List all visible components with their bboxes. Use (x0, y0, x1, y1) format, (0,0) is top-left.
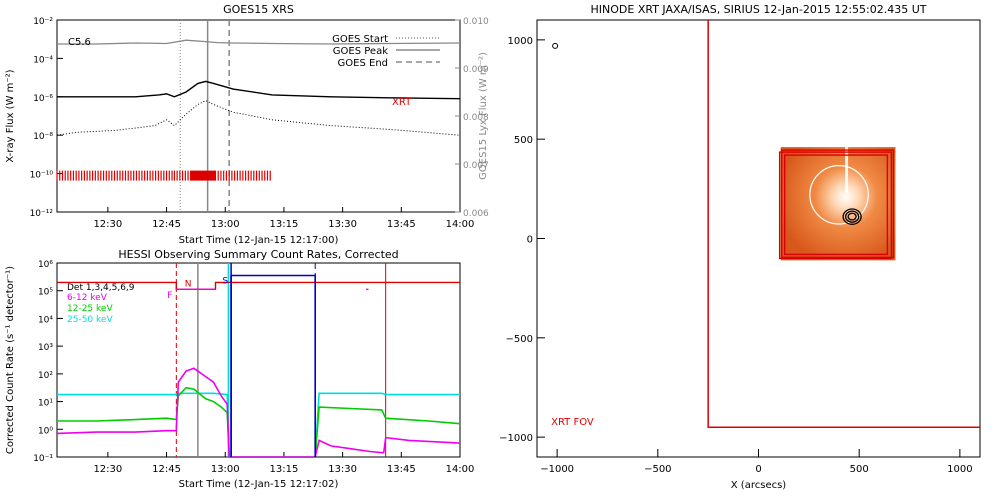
goes-ytick-right-label: 0.007 (463, 161, 489, 171)
xrt-plot-frame (536, 19, 981, 458)
xrt-ytick-label: 0 (527, 235, 533, 246)
xrt-field-box (783, 154, 889, 256)
hessi-ytick-label: 10⁵ (38, 288, 53, 298)
hessi-xtick-label: 13:00 (211, 464, 240, 475)
xrt-contour (844, 210, 860, 223)
xrt-ytick-label: −500 (506, 334, 533, 345)
hessi-legend-2: 12-25 keV (67, 304, 113, 314)
hessi-ytick-label: 10¹ (38, 399, 53, 409)
hessi-xtick-label: 13:30 (328, 464, 357, 475)
xrt-xtick-label: 500 (850, 464, 869, 475)
hessi-detectors-label: Det 1,3,4,5,6,9 (67, 283, 135, 293)
goes-ytick-right-label: 0.009 (463, 65, 489, 75)
goes-xtick-label: 14:00 (446, 219, 475, 230)
goes-long-series (57, 80, 461, 100)
goes-ytick-right-label: 0.010 (463, 17, 489, 27)
goes-short-series (56, 100, 461, 136)
hessi-xtick-label: 13:45 (387, 464, 416, 475)
xrt-xtick-label: 1000 (947, 464, 972, 475)
hessi-ytick-label: 10⁰ (38, 426, 53, 436)
goes-ytick-label: 10⁻⁶ (33, 94, 53, 104)
goes-legend-label: GOES Start (332, 34, 388, 45)
xrt-xtick-label: 0 (755, 464, 761, 475)
xrt-contour (847, 212, 857, 221)
xrt-ytick-label: −1000 (499, 433, 533, 444)
xrt-ytick-label: 1000 (508, 36, 533, 47)
hessi-flag-n: N (185, 279, 192, 289)
hessi-ytick-label: 10⁴ (38, 315, 53, 325)
xrt-title: HINODE XRT JAXA/ISAS, SIRIUS 12-Jan-2015… (591, 3, 927, 16)
hessi-flag-s: S (222, 276, 228, 286)
goes-xlabel: Start Time (12-Jan-15 12:17:00) (179, 235, 339, 246)
goes-xtick-label: 12:45 (152, 219, 181, 230)
hessi-ylabel: Corrected Count Rate (s⁻¹ detector⁻¹) (5, 266, 16, 454)
goes-class-label: C5.6 (68, 37, 91, 48)
goes-ytick-label: 10⁻⁸ (33, 132, 53, 142)
hessi-ytick-label: 10² (38, 371, 53, 381)
xrt-field-box (780, 149, 895, 259)
goes-legend-label: GOES Peak (333, 46, 388, 57)
goes-xrt-label: XRT (392, 97, 412, 108)
xrt-small-circle-mark (552, 42, 559, 49)
hessi-xtick-label: 13:15 (270, 464, 299, 475)
goes-title: GOES15 XRS (223, 3, 294, 16)
goes-ytick-label: 10⁻⁴ (33, 55, 53, 65)
goes-ytick-right-label: 0.008 (463, 113, 489, 123)
goes-xtick-label: 13:45 (387, 219, 416, 230)
goes-ylabel-right: GOES15 Lyx Flux (W m⁻²) (478, 52, 489, 180)
goes-ytick-right-label: 0.006 (463, 209, 489, 219)
xrt-contour (842, 208, 862, 225)
goes-xtick-label: 13:30 (328, 219, 357, 230)
hessi-xtick-label: 14:00 (446, 464, 475, 475)
goes-ytick-label: 10⁻¹⁰ (30, 171, 54, 181)
goes-xtick-label: 12:30 (93, 219, 122, 230)
hessi-title: HESSI Observing Summary Count Rates, Cor… (118, 248, 398, 261)
xrt-field-box (778, 151, 893, 260)
hessi-legend-3: 25-50 keV (67, 315, 113, 325)
goes-xtick-label: 13:15 (270, 219, 299, 230)
xrt-exposure-block (190, 170, 216, 181)
xrt-fov-box (707, 20, 980, 428)
hessi-25-50-series (57, 392, 460, 458)
hessi-xtick-label: 12:45 (152, 464, 181, 475)
xrt-xtick-label: −1000 (540, 464, 574, 475)
hessi-ytick-label: 10⁻¹ (33, 454, 53, 464)
goes-xtick-label: 13:00 (211, 219, 240, 230)
hessi-xtick-label: 12:30 (93, 464, 122, 475)
goes-lyx-series (57, 39, 461, 45)
goes-ytick-label: 10⁻¹² (30, 209, 54, 219)
xrt-fov-label: XRT FOV (551, 417, 594, 428)
goes-plot-frame (56, 19, 461, 213)
goes-legend-label: GOES End (338, 58, 388, 69)
goes-ylabel: X-ray Flux (W m⁻²) (5, 69, 16, 162)
hessi-6-12-series (56, 367, 461, 458)
hessi-12-25-series (57, 386, 461, 458)
xrt-white-circle (809, 165, 869, 225)
hessi-flag-f: F (167, 291, 172, 301)
hessi-legend-1: 6-12 keV (67, 293, 108, 303)
hessi-xlabel: Start Time (12-Jan-15 12:17:02) (179, 479, 339, 490)
xrt-ytick-label: 500 (514, 135, 533, 146)
xrt-bright-streak (845, 147, 849, 193)
hessi-ytick-label: 10⁶ (38, 260, 53, 270)
goes-ytick-label: 10⁻² (33, 17, 53, 27)
xrt-xtick-label: −500 (644, 464, 671, 475)
xrt-xlabel: X (arcsecs) (731, 480, 787, 491)
xrt-solar-image (780, 147, 896, 261)
hessi-ytick-label: 10³ (38, 343, 53, 353)
hessi-saa-series (230, 274, 317, 457)
